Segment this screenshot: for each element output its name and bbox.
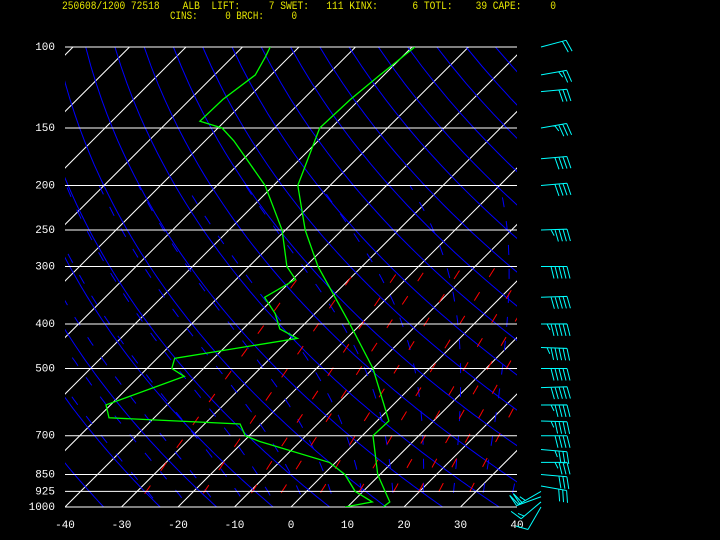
dry-adiabat [65,256,274,507]
isotherm [65,54,517,507]
x-tick-label: 20 [397,520,410,532]
wind-barb [540,474,570,490]
wind-barb [540,156,572,170]
isotherm [65,47,243,226]
x-tick-label: -40 [55,520,75,532]
isotherm [403,393,517,507]
isotherm [290,280,517,507]
moist-adiabat [508,470,517,507]
dry-adiabat [65,80,388,507]
isotherm [347,336,517,507]
wind-barb [540,449,570,465]
x-tick-label: 30 [454,520,467,532]
isotherm [65,47,300,282]
y-tick-label: 700 [35,431,55,443]
dry-adiabat [319,47,517,273]
moist-adiabat [409,185,462,507]
sounding-line [297,47,416,507]
wind-barb [540,404,571,418]
y-tick-label: 250 [35,225,55,237]
x-tick-label: 0 [288,520,295,532]
isotherm [177,167,517,507]
dry-adiabat [65,328,218,507]
wind-barb [540,435,571,448]
wind-barb [540,295,571,309]
wind-barb [540,265,571,279]
wind-barb [540,182,572,197]
moist-adiabat [138,185,336,507]
moist-adiabat [65,185,277,507]
y-tick-label: 200 [35,180,55,192]
dry-adiabat [172,47,517,447]
dry-adiabat [65,176,331,507]
moist-adiabat [98,185,307,507]
dry-adiabat [260,47,517,341]
moist-adiabat [65,246,248,507]
wind-barb [540,386,571,400]
header-line: CINS: 0 BRCH: 0 [170,11,297,23]
wind-barb [540,123,573,137]
y-tick-label: 1000 [29,502,55,514]
moist-adiabat [245,185,395,507]
isotherm [65,47,413,395]
wind-barb [540,461,571,475]
moist-adiabat [319,185,425,507]
isotherm [121,110,517,507]
y-tick-label: 850 [35,469,55,481]
wind-barb [540,420,571,435]
dry-adiabat [143,47,517,483]
wind-barb [510,501,542,520]
y-tick-label: 300 [35,261,55,273]
x-tick-label: -20 [168,520,188,532]
x-tick-label: -10 [225,520,245,532]
wind-barb [540,323,571,337]
y-tick-label: 400 [35,319,55,331]
sounding-line [105,47,375,507]
header-line: 250608/1200 72518 ALB LIFT: 7 SWET: 111 … [62,1,556,13]
dry-adiabat [85,47,444,507]
y-tick-label: 500 [35,363,55,375]
dry-adiabat [65,396,161,507]
dry-adiabat [231,47,517,376]
isotherm [65,47,356,339]
wind-barb [540,228,571,242]
wind-barb [540,485,568,503]
wind-barb [515,506,542,530]
wind-barb [540,39,573,53]
traces [105,47,416,507]
y-tick-label: 150 [35,123,55,135]
wind-barb [540,88,572,102]
dry-adiabat [114,47,501,507]
y-tick-label: 100 [35,42,55,54]
moist-adiabat [480,185,510,507]
x-tick-label: -30 [112,520,132,532]
y-tick-label: 925 [35,486,55,498]
dry-adiabat [65,462,105,507]
x-tick-label: 10 [341,520,354,532]
wind-barb [540,69,573,83]
dry-adiabat [348,47,517,240]
dry-adiabat [290,47,517,307]
isotherm [234,223,517,507]
wind-barb [540,368,571,381]
wind-barb [540,346,571,361]
isotherm [65,47,187,169]
wind-barb [509,490,542,505]
